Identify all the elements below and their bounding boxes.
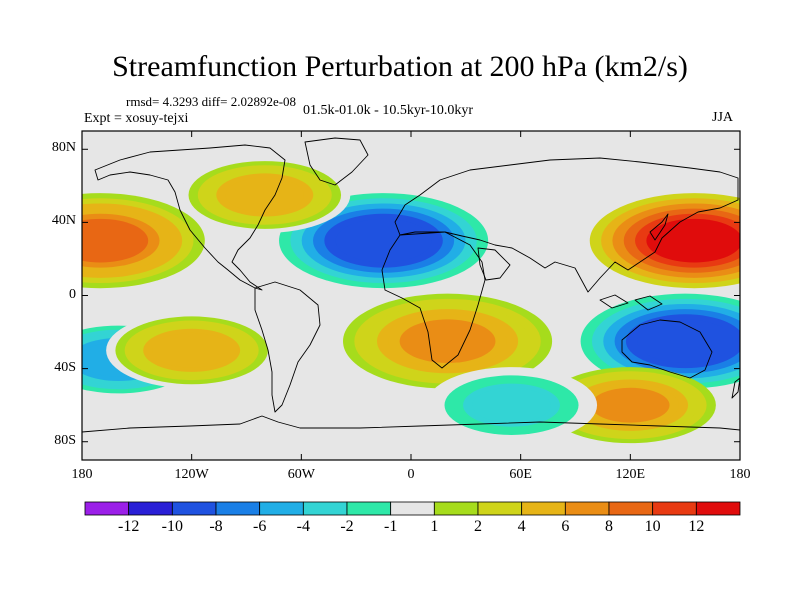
- x-tick-label: 180: [729, 467, 751, 482]
- field-anomaly-7: [544, 367, 716, 444]
- colorbar-swatch: [521, 501, 566, 516]
- field-contour: [646, 218, 740, 263]
- field-anomaly-2: [580, 293, 740, 389]
- stats-label: rmsd= 4.3293 diff= 2.02892e-08: [126, 94, 297, 109]
- field-contour: [335, 218, 432, 263]
- colorbar-label: 1: [430, 518, 439, 535]
- x-tick-label: 60W: [287, 467, 315, 482]
- colorbar-swatch: [477, 501, 523, 516]
- field-contour: [152, 332, 231, 368]
- colorbar-label: -6: [252, 518, 267, 535]
- colorbar-swatch: [695, 501, 741, 516]
- field-contour: [225, 177, 304, 213]
- field-anomaly-0: [589, 193, 740, 289]
- field-contour: [399, 319, 496, 363]
- experiment-label: Expt = xosuy-tejxi: [84, 111, 189, 126]
- field-anomaly-3: [343, 293, 553, 389]
- colorbar-label: 2: [474, 518, 482, 535]
- colorbar-swatch: [259, 501, 304, 516]
- colorbar-swatch: [215, 501, 261, 516]
- x-tick-label: 60E: [509, 467, 532, 482]
- colorbar-swatch: [171, 501, 217, 516]
- colorbar-label: 6: [561, 518, 570, 535]
- field-contour: [637, 319, 734, 363]
- field-anomaly-9: [179, 156, 351, 233]
- coastlines: [82, 137, 740, 433]
- colorbar-swatch: [128, 501, 173, 516]
- field-contour: [472, 387, 551, 423]
- colorbar-swatch: [564, 501, 610, 516]
- field-contour: [591, 387, 670, 423]
- x-tick-label: 180: [71, 467, 93, 482]
- colorbar: [84, 501, 741, 516]
- colorbar-swatch: [346, 501, 392, 516]
- colorbar-label: -10: [161, 518, 183, 535]
- colorbar-swatch: [608, 501, 654, 516]
- y-tick-label: 40S: [54, 359, 76, 375]
- period-label: 01.5k-01.0k - 10.5kyr-10.0kyr: [303, 103, 474, 118]
- field-anomaly-8: [425, 367, 598, 444]
- y-tick-label: 80N: [51, 140, 76, 156]
- season-label: JJA: [712, 110, 734, 125]
- colorbar-label: 4: [517, 518, 526, 535]
- colorbar-swatch: [302, 501, 348, 516]
- colorbar-label: -2: [340, 518, 354, 535]
- chart-title: Streamfunction Perturbation at 200 hPa (…: [112, 50, 688, 83]
- y-tick-label: 0: [69, 286, 76, 302]
- colorbar-label: -12: [117, 518, 140, 535]
- colorbar-label: -8: [209, 518, 223, 535]
- colorbar-label: 10: [644, 518, 661, 535]
- streamfunction-field: [82, 156, 740, 444]
- colorbar-label: 8: [605, 518, 613, 535]
- colorbar-label: -1: [383, 518, 398, 535]
- y-tick-label: 40N: [51, 213, 76, 229]
- field-contour: [82, 218, 149, 263]
- field-anomaly-4: [82, 193, 205, 289]
- colorbar-label: -4: [296, 518, 310, 535]
- y-tick-label: 80S: [54, 432, 76, 448]
- colorbar-swatch: [652, 501, 697, 516]
- x-tick-label: 120E: [615, 467, 646, 482]
- colorbar-swatch: [84, 501, 130, 516]
- x-tick-label: 120W: [174, 467, 209, 482]
- colorbar-swatch: [433, 501, 479, 516]
- colorbar-swatch: [390, 501, 435, 516]
- field-anomaly-6: [106, 312, 278, 389]
- x-tick-label: 0: [407, 467, 415, 482]
- colorbar-label: 12: [688, 518, 705, 535]
